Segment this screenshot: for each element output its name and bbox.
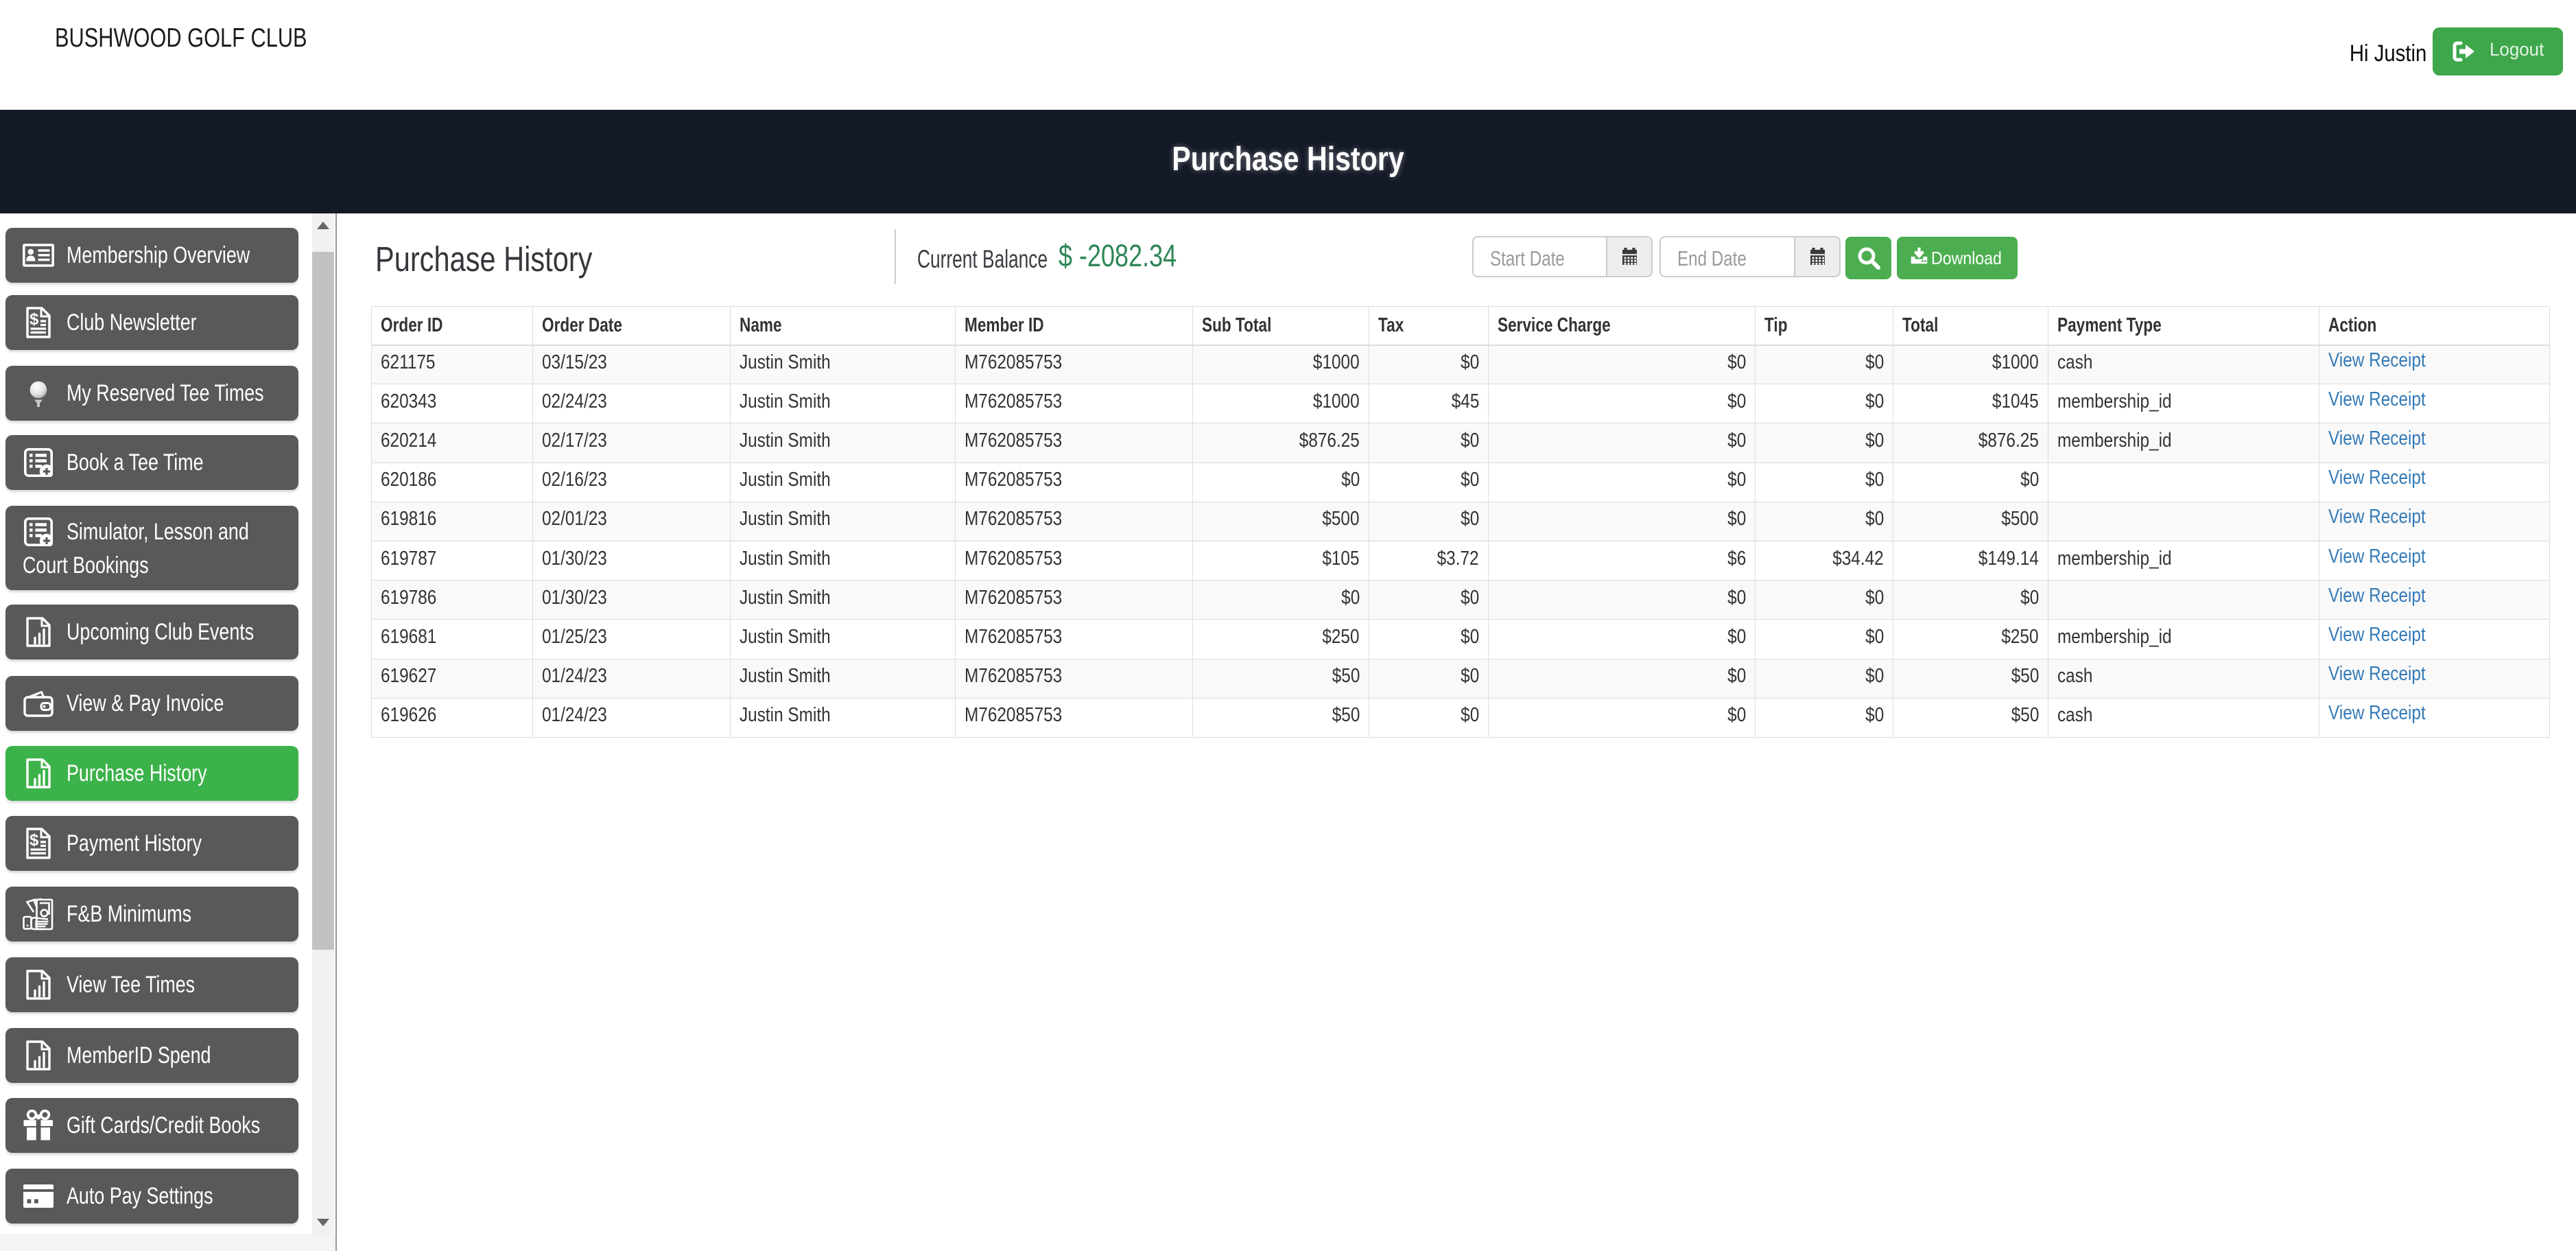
- svg-text:$: $: [29, 831, 39, 850]
- svg-text:$: $: [29, 310, 39, 329]
